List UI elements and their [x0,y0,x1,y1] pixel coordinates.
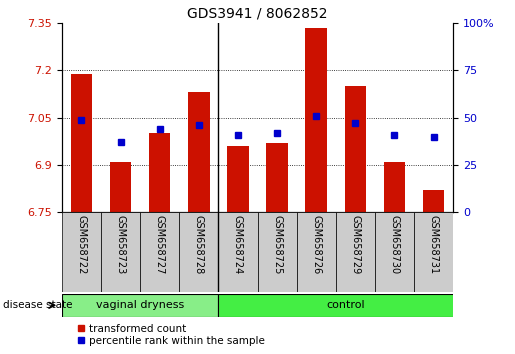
Text: GSM658726: GSM658726 [311,215,321,274]
Text: GSM658722: GSM658722 [76,215,87,274]
Bar [218,212,258,292]
Bar [297,212,336,292]
Bar [218,294,473,317]
Bar [140,212,179,292]
Text: control: control [327,300,365,310]
Text: GSM658724: GSM658724 [233,215,243,274]
Bar [375,212,414,292]
Bar [179,212,218,292]
Text: GSM658727: GSM658727 [154,215,165,274]
Bar [149,133,170,212]
Bar [62,212,101,292]
Bar [258,212,297,292]
Bar [414,212,453,292]
Bar [266,143,288,212]
Bar [336,212,375,292]
Title: GDS3941 / 8062852: GDS3941 / 8062852 [187,6,328,21]
Text: GSM658725: GSM658725 [272,215,282,274]
Text: disease state: disease state [3,300,72,310]
Bar [345,86,366,212]
Bar [227,146,249,212]
Text: vaginal dryness: vaginal dryness [96,300,184,310]
Bar [384,162,405,212]
Text: GSM658730: GSM658730 [389,215,400,274]
Bar [62,294,218,317]
Legend: transformed count, percentile rank within the sample: transformed count, percentile rank withi… [77,324,265,346]
Text: GSM658729: GSM658729 [350,215,360,274]
Bar [305,28,327,212]
Bar [423,190,444,212]
Bar [188,92,210,212]
Bar [101,212,140,292]
Text: GSM658723: GSM658723 [115,215,126,274]
Text: GSM658731: GSM658731 [428,215,439,274]
Bar [110,162,131,212]
Text: GSM658728: GSM658728 [194,215,204,274]
Bar [71,74,92,212]
